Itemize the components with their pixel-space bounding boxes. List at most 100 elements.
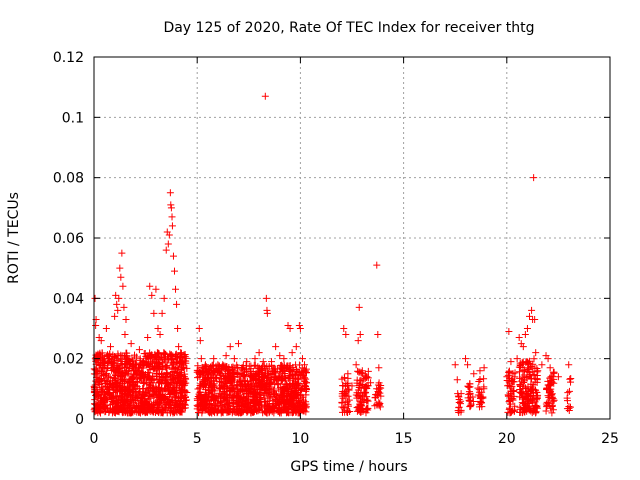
cluster-point bbox=[357, 397, 365, 405]
cluster-point bbox=[228, 384, 236, 392]
y-tick-label: 0.12 bbox=[53, 50, 84, 66]
y-tick-label: 0.06 bbox=[53, 231, 84, 247]
data-point bbox=[546, 364, 554, 372]
data-point bbox=[146, 282, 154, 290]
cluster-point bbox=[110, 374, 118, 382]
cluster-point bbox=[290, 395, 298, 403]
cluster-point bbox=[177, 400, 185, 408]
cluster-point bbox=[168, 407, 176, 415]
data-point bbox=[354, 337, 362, 345]
data-point bbox=[169, 252, 177, 260]
cluster-point bbox=[156, 399, 164, 407]
data-point bbox=[519, 343, 527, 351]
data-point bbox=[507, 358, 515, 366]
cluster-point bbox=[548, 394, 556, 402]
cluster-point bbox=[517, 389, 525, 397]
cluster-point bbox=[269, 388, 277, 396]
cluster-point bbox=[531, 386, 539, 394]
axes: 0 5 10 15 20 25 0 0.02 0.04 0.06 0.08 0.1 0.12 bbox=[53, 50, 619, 447]
data-point bbox=[160, 294, 168, 302]
cluster-point bbox=[153, 349, 161, 357]
cluster-point bbox=[193, 366, 201, 374]
data-point bbox=[123, 352, 131, 360]
cluster-point bbox=[563, 397, 571, 405]
data-point bbox=[196, 337, 204, 345]
cluster-point bbox=[519, 375, 527, 383]
cluster-point bbox=[249, 401, 257, 409]
data-point bbox=[94, 379, 102, 387]
cluster-point bbox=[263, 379, 271, 387]
cluster-point bbox=[239, 373, 247, 381]
cluster-point bbox=[291, 407, 299, 415]
data-point bbox=[367, 379, 375, 387]
cluster-point bbox=[364, 406, 372, 414]
data-point bbox=[286, 325, 294, 332]
cluster-point bbox=[135, 368, 143, 376]
cluster-point bbox=[118, 372, 126, 380]
cluster-point bbox=[338, 403, 346, 411]
cluster-point bbox=[153, 370, 161, 378]
cluster-point bbox=[474, 384, 482, 392]
cluster-point bbox=[261, 408, 269, 416]
cluster-point bbox=[300, 372, 308, 380]
cluster-point bbox=[176, 371, 184, 379]
cluster-point bbox=[99, 401, 107, 409]
cluster-point bbox=[566, 375, 574, 383]
data-point bbox=[373, 261, 381, 269]
cluster-point bbox=[166, 403, 174, 411]
data-point bbox=[116, 264, 124, 272]
data-point bbox=[131, 361, 139, 369]
cluster-point bbox=[295, 401, 303, 409]
cluster-point bbox=[155, 350, 163, 358]
cluster-point bbox=[96, 404, 104, 412]
data-point bbox=[356, 331, 364, 339]
cluster-point bbox=[158, 366, 166, 374]
data-point bbox=[144, 334, 152, 342]
data-point bbox=[100, 355, 108, 363]
cluster-point bbox=[195, 373, 203, 381]
cluster-point bbox=[475, 403, 483, 411]
cluster-point bbox=[205, 408, 213, 416]
data-point bbox=[451, 361, 459, 369]
cluster-point bbox=[111, 367, 119, 375]
data-point bbox=[239, 364, 247, 372]
cluster-point bbox=[133, 383, 141, 391]
x-tick-label: 10 bbox=[291, 431, 309, 447]
cluster-point bbox=[277, 390, 285, 398]
cluster-point bbox=[294, 397, 302, 405]
cluster-point bbox=[361, 384, 369, 392]
data-point bbox=[96, 361, 104, 369]
cluster-point bbox=[353, 404, 361, 412]
cluster-point bbox=[207, 396, 215, 404]
cluster-point bbox=[201, 404, 209, 412]
cluster-point bbox=[156, 355, 164, 363]
cluster-point bbox=[216, 377, 224, 385]
cluster-point bbox=[217, 394, 225, 402]
cluster-point bbox=[234, 381, 242, 389]
cluster-point bbox=[530, 355, 538, 363]
data-point bbox=[210, 355, 218, 363]
data-point bbox=[531, 315, 539, 323]
cluster-point bbox=[507, 408, 515, 416]
data-point bbox=[298, 355, 306, 363]
cluster-point bbox=[214, 406, 222, 414]
data-point bbox=[513, 355, 521, 363]
cluster-point bbox=[221, 375, 229, 383]
cluster-point bbox=[115, 381, 123, 389]
cluster-point bbox=[518, 399, 526, 407]
cluster-point bbox=[200, 369, 208, 377]
cluster-point bbox=[338, 408, 346, 416]
data-point bbox=[526, 312, 534, 320]
data-point bbox=[222, 352, 230, 360]
cluster-point bbox=[159, 354, 167, 362]
cluster-point bbox=[204, 379, 212, 387]
cluster-point bbox=[166, 379, 174, 387]
cluster-point bbox=[505, 398, 513, 406]
cluster-point bbox=[279, 384, 287, 392]
y-tick-label: 0 bbox=[75, 412, 84, 428]
cluster-point bbox=[110, 399, 118, 407]
cluster-point bbox=[271, 369, 279, 377]
cluster-point bbox=[129, 357, 137, 365]
cluster-point bbox=[504, 371, 512, 379]
cluster-point bbox=[252, 390, 260, 398]
